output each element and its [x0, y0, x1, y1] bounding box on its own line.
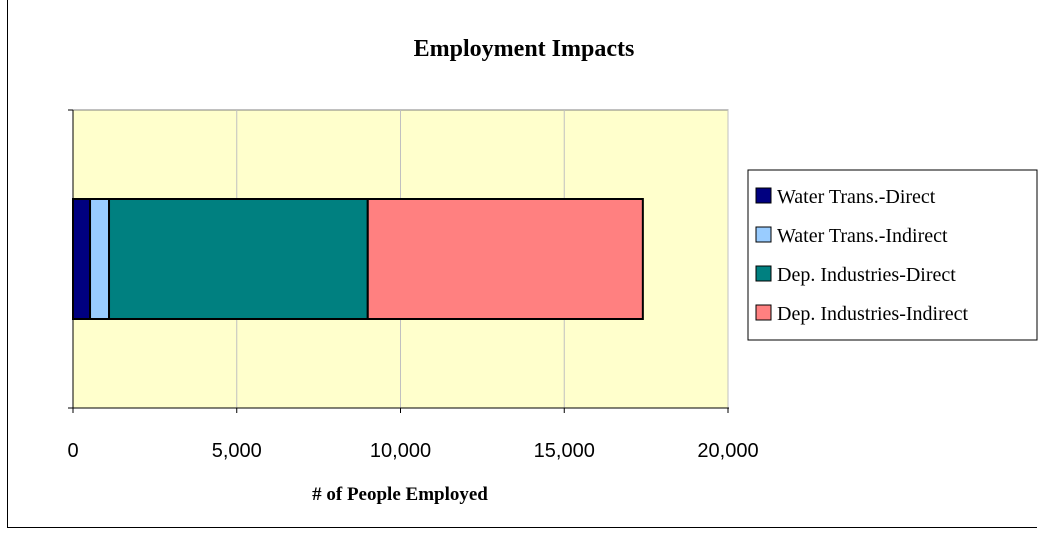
bar-segment-3 — [366, 198, 644, 320]
x-tick-label-0: 0 — [67, 440, 78, 462]
x-tick-labels: 0 5,000 10,000 15,000 20,000 — [67, 440, 758, 462]
legend: Water Trans.-Direct Water Trans.-Indirect… — [747, 169, 1038, 341]
chart-frame — [7, 0, 1037, 528]
legend-swatch-3 — [755, 304, 772, 321]
x-axis-label: # of People Employed — [312, 484, 488, 505]
legend-swatch-0 — [755, 187, 772, 204]
bar-segment-2 — [108, 198, 369, 320]
legend-swatch-2 — [755, 265, 772, 282]
x-tick-label-3: 15,000 — [534, 440, 595, 462]
legend-label-2: Dep. Industries-Direct — [777, 264, 956, 286]
x-tick-label-4: 20,000 — [697, 440, 758, 462]
legend-label-0: Water Trans.-Direct — [777, 186, 936, 208]
x-tick-label-1: 5,000 — [212, 440, 262, 462]
chart-title: Employment Impacts — [414, 36, 635, 62]
legend-label-1: Water Trans.-Indirect — [777, 225, 948, 247]
legend-swatch-1 — [755, 226, 772, 243]
legend-box — [747, 169, 1038, 341]
x-tick-label-2: 10,000 — [370, 440, 431, 462]
bar-segment-1 — [89, 198, 111, 320]
bars — [72, 198, 644, 320]
legend-label-3: Dep. Industries-Indirect — [777, 303, 968, 325]
bar-segment-0 — [72, 198, 92, 320]
